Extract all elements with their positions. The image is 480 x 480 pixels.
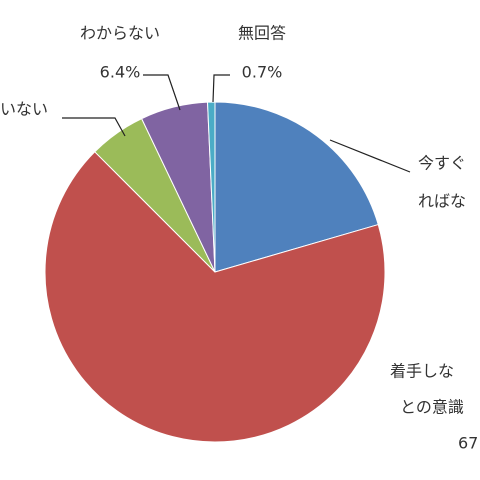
value-label: 0.7% [242,63,283,82]
slice-label: いない [0,100,48,119]
slice-label: わからない [80,24,160,43]
slice-label: 今すぐ [418,154,466,173]
slice-label: 無回答 [238,24,286,43]
pie-slice [207,101,216,273]
value-label: 67 [458,434,478,453]
slice-label: との意識 [400,398,464,417]
pie-slice [214,101,379,273]
leader-line [329,139,411,173]
leader-line [143,74,181,111]
slice-label: ればな [418,192,466,211]
pie-slice [44,151,386,443]
leader-line [212,74,230,103]
value-label: 6.4% [100,63,141,82]
slice-label: 着手しな [390,362,454,381]
leader-line [62,117,126,137]
